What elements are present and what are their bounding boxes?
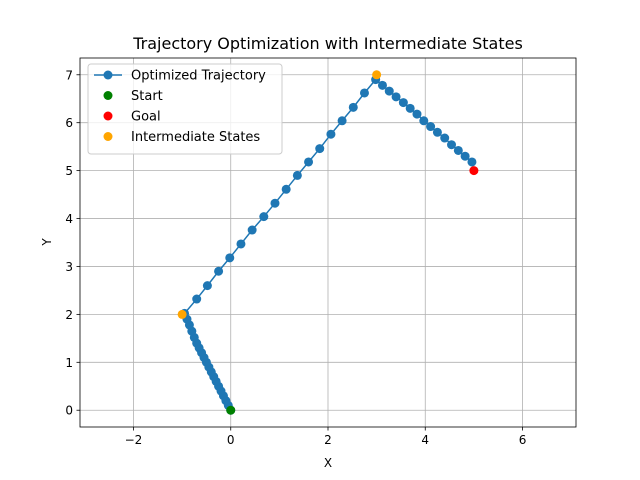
- y-tick-label: 1: [65, 356, 73, 370]
- trajectory-point: [292, 170, 302, 180]
- trajectory-point: [225, 253, 235, 263]
- x-tick-label: 0: [227, 433, 235, 447]
- x-tick-label: 2: [324, 433, 332, 447]
- trajectory-point: [337, 116, 347, 126]
- legend-marker: [103, 111, 113, 121]
- axis-ticks: −2 0 2 4 6 0 1 2 3 4 5 6 7: [65, 68, 526, 447]
- x-tick-label: −2: [125, 433, 143, 447]
- legend: Optimized Trajectory Start Goal Intermediat…: [87, 63, 283, 155]
- trajectory-point: [359, 88, 369, 98]
- trajectory-point: [405, 103, 415, 113]
- legend-marker: [103, 132, 113, 141]
- trajectory-point: [214, 266, 224, 276]
- trajectory-point: [348, 102, 358, 112]
- trajectory-point: [281, 184, 291, 194]
- x-tick-label: 4: [421, 433, 429, 447]
- start-point: [226, 405, 236, 415]
- trajectory-point: [315, 144, 325, 154]
- y-tick-label: 5: [65, 164, 73, 178]
- legend-marker: [103, 91, 113, 100]
- legend-marker: [103, 70, 113, 80]
- y-tick-label: 6: [65, 116, 73, 130]
- chart-title: Trajectory Optimization with Intermediat…: [132, 34, 523, 53]
- trajectory-point: [467, 157, 477, 167]
- legend-label: Goal: [131, 110, 161, 125]
- trajectory-point: [391, 92, 401, 102]
- x-tick-label: 6: [519, 433, 527, 447]
- y-tick-label: 7: [65, 68, 73, 82]
- trajectory-point: [419, 116, 429, 126]
- y-tick-label: 4: [65, 212, 73, 226]
- trajectory-point: [202, 281, 212, 291]
- trajectory-point: [440, 133, 450, 143]
- y-tick-label: 3: [65, 260, 73, 274]
- trajectory-point: [447, 140, 457, 150]
- goal-point: [469, 166, 479, 176]
- trajectory-point: [326, 129, 336, 139]
- trajectory-point: [426, 122, 436, 132]
- intermediate-states-point: [372, 70, 382, 80]
- legend-label: Optimized Trajectory: [131, 69, 266, 84]
- y-axis-label: Y: [40, 238, 54, 247]
- trajectory-point: [259, 212, 269, 222]
- trajectory-point: [384, 86, 394, 96]
- x-axis-label: X: [324, 456, 332, 470]
- trajectory-point: [377, 80, 387, 90]
- trajectory-point: [236, 239, 246, 249]
- intermediate-states-point: [177, 309, 187, 319]
- trajectory-point: [192, 294, 202, 304]
- legend-label: Intermediate States: [131, 130, 260, 145]
- trajectory-point: [460, 151, 470, 161]
- trajectory-point: [247, 225, 257, 235]
- trajectory-point: [432, 127, 442, 137]
- legend-label: Start: [131, 89, 163, 104]
- grid: [80, 58, 576, 427]
- legend-box: [87, 63, 283, 155]
- y-tick-label: 0: [65, 404, 73, 418]
- trajectory-point: [453, 145, 463, 155]
- trajectory-point: [270, 198, 280, 208]
- y-tick-label: 2: [65, 308, 73, 322]
- trajectory-point: [398, 98, 408, 108]
- trajectory-point: [304, 157, 314, 167]
- trajectory-point: [412, 109, 422, 119]
- plot-data: [177, 70, 479, 415]
